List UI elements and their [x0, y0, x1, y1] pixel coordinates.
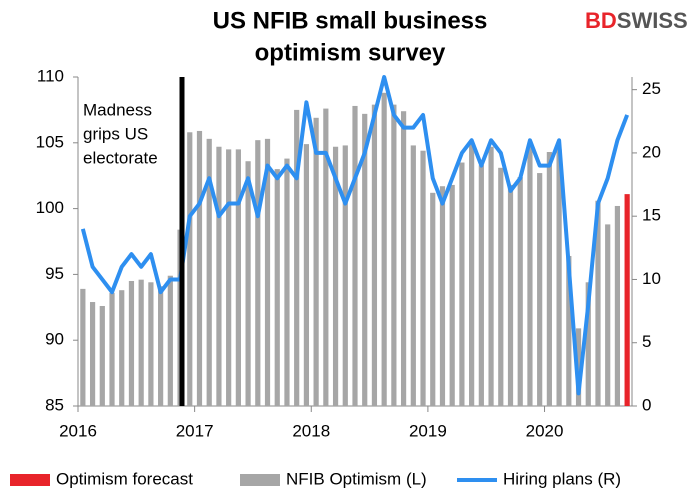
bar	[138, 279, 144, 406]
legend-swatch	[240, 474, 280, 486]
bar	[245, 161, 251, 406]
bar	[517, 177, 523, 406]
bar	[449, 184, 455, 406]
legend-swatch	[10, 474, 50, 486]
bar	[235, 149, 241, 406]
bar	[595, 200, 601, 406]
bar	[206, 138, 212, 407]
y2-tick-label: 10	[642, 269, 661, 288]
chart-title: US NFIB small business	[213, 7, 488, 34]
bar	[332, 146, 339, 407]
bar	[187, 132, 193, 406]
bar	[342, 145, 348, 406]
bar	[410, 145, 416, 406]
bar	[439, 186, 446, 406]
y-tick-label: 110	[37, 66, 64, 85]
bar	[80, 288, 86, 406]
bar	[89, 302, 96, 406]
y-tick-label: 90	[45, 330, 64, 349]
logo-part: SWISS	[617, 8, 688, 33]
bar	[284, 158, 290, 406]
bar	[391, 104, 397, 407]
bar	[323, 108, 329, 407]
bar	[420, 150, 426, 406]
annotation: grips US	[83, 124, 148, 143]
bar	[196, 130, 203, 406]
bar	[128, 280, 135, 406]
bar	[605, 224, 611, 406]
annotation: Madness	[83, 100, 152, 119]
bar	[216, 146, 222, 407]
bar	[303, 144, 310, 406]
bar	[556, 149, 562, 406]
x-tick-label: 2017	[176, 421, 214, 440]
bar	[371, 104, 378, 407]
bar	[498, 167, 504, 406]
y2-tick-label: 15	[642, 206, 661, 225]
y2-tick-label: 0	[642, 395, 651, 414]
bar	[362, 113, 368, 407]
x-tick-label: 2016	[59, 421, 97, 440]
bar	[400, 111, 407, 406]
bar	[585, 282, 591, 406]
y-tick-label: 95	[45, 264, 64, 283]
annotation: electorate	[83, 148, 158, 167]
y2-tick-label: 5	[642, 332, 651, 351]
legend-label: Hiring plans (R)	[503, 469, 621, 488]
bar	[566, 255, 572, 406]
bar	[148, 282, 154, 406]
bar	[264, 138, 271, 407]
bar	[313, 117, 319, 407]
bar	[109, 292, 115, 406]
y-tick-label: 85	[45, 395, 64, 414]
logo-part: BD	[585, 8, 617, 33]
bar	[226, 149, 232, 406]
bar	[527, 146, 533, 407]
bar	[158, 286, 164, 406]
bar	[381, 92, 387, 407]
bar	[255, 140, 261, 406]
bar	[488, 146, 494, 407]
bar	[575, 328, 582, 406]
chart-title: optimism survey	[255, 39, 446, 66]
y-tick-label: 105	[36, 132, 64, 151]
y-tick-label: 100	[36, 198, 64, 217]
y2-tick-label: 20	[642, 142, 661, 161]
bar	[430, 192, 436, 406]
logo: BDSWISS	[585, 8, 688, 33]
bar	[99, 305, 105, 406]
legend-label: NFIB Optimism (L)	[286, 469, 427, 488]
bar	[119, 290, 125, 406]
bar	[167, 275, 173, 406]
x-tick-label: 2020	[526, 421, 564, 440]
bar	[507, 184, 514, 406]
bar	[274, 169, 280, 406]
x-tick-label: 2018	[292, 421, 330, 440]
bar	[614, 205, 621, 406]
bar	[537, 173, 543, 406]
bar	[459, 162, 465, 406]
bar	[478, 165, 484, 406]
legend-label: Optimism forecast	[56, 469, 193, 488]
bar	[352, 105, 358, 407]
x-tick-label: 2019	[409, 421, 447, 440]
bar	[546, 152, 552, 406]
bar	[294, 109, 300, 407]
line	[80, 75, 630, 396]
bar	[624, 194, 630, 406]
y2-tick-label: 25	[642, 79, 661, 98]
bar	[469, 142, 475, 407]
